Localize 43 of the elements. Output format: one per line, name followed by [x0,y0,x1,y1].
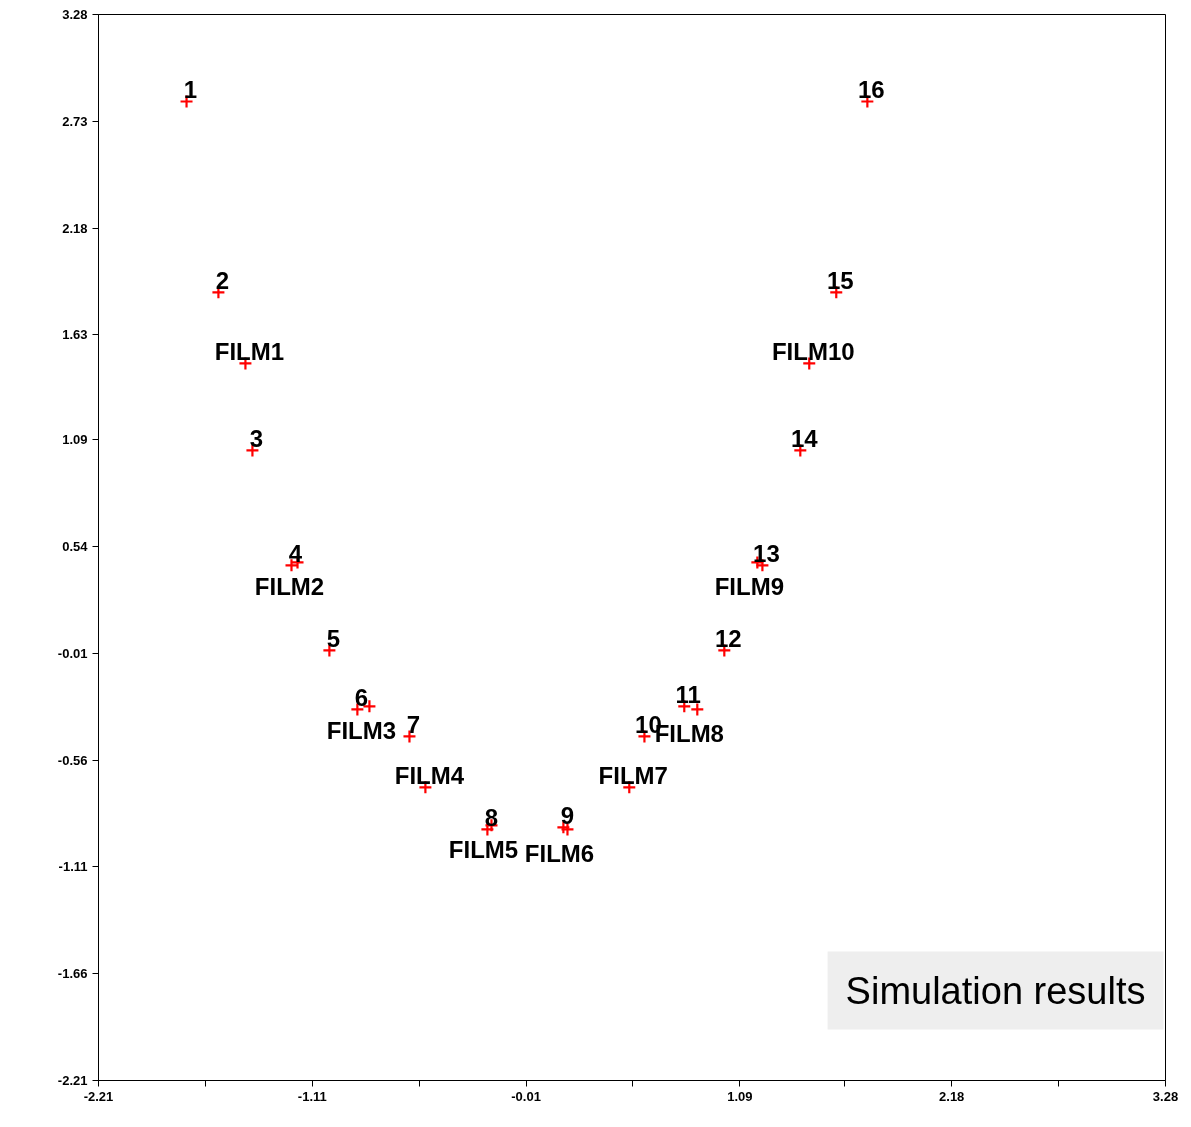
y-tick-label: 1.63 [62,327,88,343]
annotation: 3 [249,424,264,452]
annotation: 6 [354,683,369,711]
annotation: FILM5 [448,835,519,863]
annotation: FILM10 [771,337,855,365]
annotation: 9 [560,801,575,829]
y-tick-label: -1.11 [58,859,88,875]
annotation: 1 [183,75,198,103]
annotation: 14 [790,424,819,452]
x-tick-label: -1.11 [297,1088,327,1104]
annotation: 7 [406,710,421,738]
x-tick-label: 2.18 [939,1088,965,1104]
y-tick-label: -2.21 [57,1073,88,1088]
annotation: FILM1 [214,337,285,365]
annotation: Simulation results [845,969,1146,1012]
x-tick-label: 1.09 [727,1088,753,1104]
annotation: 16 [858,75,885,103]
y-tick-label: 2.18 [62,220,88,236]
x-tick-label: -0.01 [511,1088,541,1104]
annotation: FILM2 [254,572,325,600]
annotation: FILM9 [714,572,785,600]
annotation: 13 [753,539,780,567]
annotation: FILM4 [394,761,465,789]
annotation: 12 [714,624,742,652]
y-tick-label: -1.66 [57,966,88,982]
annotation: FILM3 [326,716,397,744]
x-tick-label: -2.21 [83,1088,114,1104]
annotation: FILM6 [524,839,595,867]
annotation: 15 [826,266,854,294]
x-tick-label: 3.28 [1152,1088,1179,1104]
annotation: 11 [675,680,701,708]
annotation: 4 [288,539,303,567]
y-tick-label: -0.01 [57,645,88,661]
annotation: 8 [484,803,499,831]
annotation: 2 [215,266,230,294]
y-tick-label: 3.28 [62,7,88,22]
annotation: 5 [326,624,341,652]
y-tick-label: 2.73 [62,113,88,129]
point [690,702,705,717]
y-tick-label: -0.56 [57,752,88,768]
annotation: FILM7 [598,761,668,789]
y-tick-label: 1.09 [62,432,88,448]
y-tick-label: 0.54 [62,539,89,555]
